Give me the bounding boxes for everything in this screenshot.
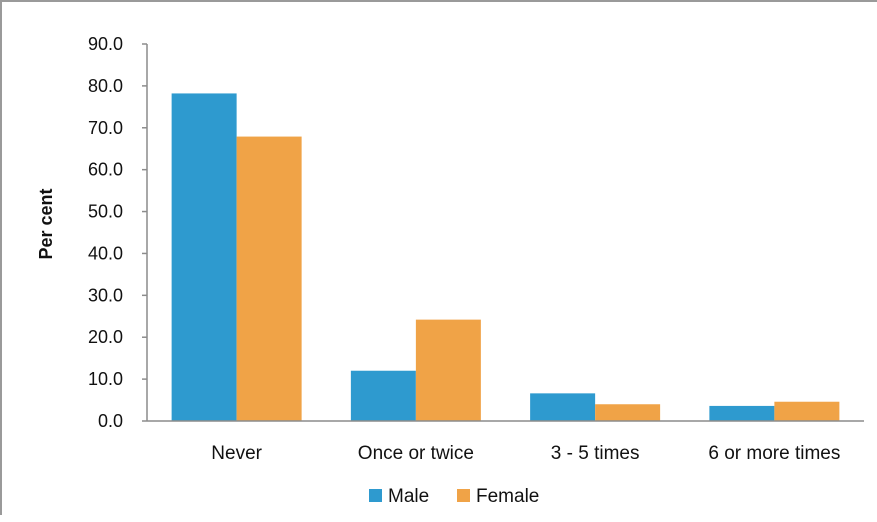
y-tick-label: 70.0 [88,118,123,138]
legend-swatch-female [457,489,470,502]
y-tick-label: 20.0 [88,327,123,347]
legend-label-female: Female [476,486,539,507]
bar-male-2 [530,393,596,421]
bar-male-0 [171,93,237,421]
legend-label-male: Male [388,486,429,507]
y-tick-label: 0.0 [98,411,123,431]
x-category-label: Never [211,443,262,464]
bars [171,93,840,421]
x-axis-labels: Never Once or twice 3 - 5 times 6 or more t… [211,443,840,464]
y-tick-label: 60.0 [88,160,123,180]
x-category-label: Once or twice [358,443,474,464]
y-tick-label: 50.0 [88,202,123,222]
bar-male-3 [709,405,775,421]
bar-female-2 [595,404,661,421]
x-category-label: 3 - 5 times [551,443,640,464]
bar-female-3 [774,401,840,421]
legend: Male Female [369,486,539,507]
bar-female-0 [236,136,302,421]
legend-swatch-male [369,489,382,502]
y-tick-label: 30.0 [88,285,123,305]
y-tick-label: 40.0 [88,243,123,263]
x-category-label: 6 or more times [708,443,840,464]
bar-male-1 [350,370,416,421]
bar-female-1 [415,319,481,421]
y-tick-label: 80.0 [88,76,123,96]
y-tick-label: 90.0 [88,34,123,54]
y-axis-ticks: 0.0 10.0 20.0 30.0 40.0 50.0 60.0 70.0 80.0 90.0 [88,34,147,431]
y-axis-title: Per cent [36,188,56,259]
y-tick-label: 10.0 [88,369,123,389]
